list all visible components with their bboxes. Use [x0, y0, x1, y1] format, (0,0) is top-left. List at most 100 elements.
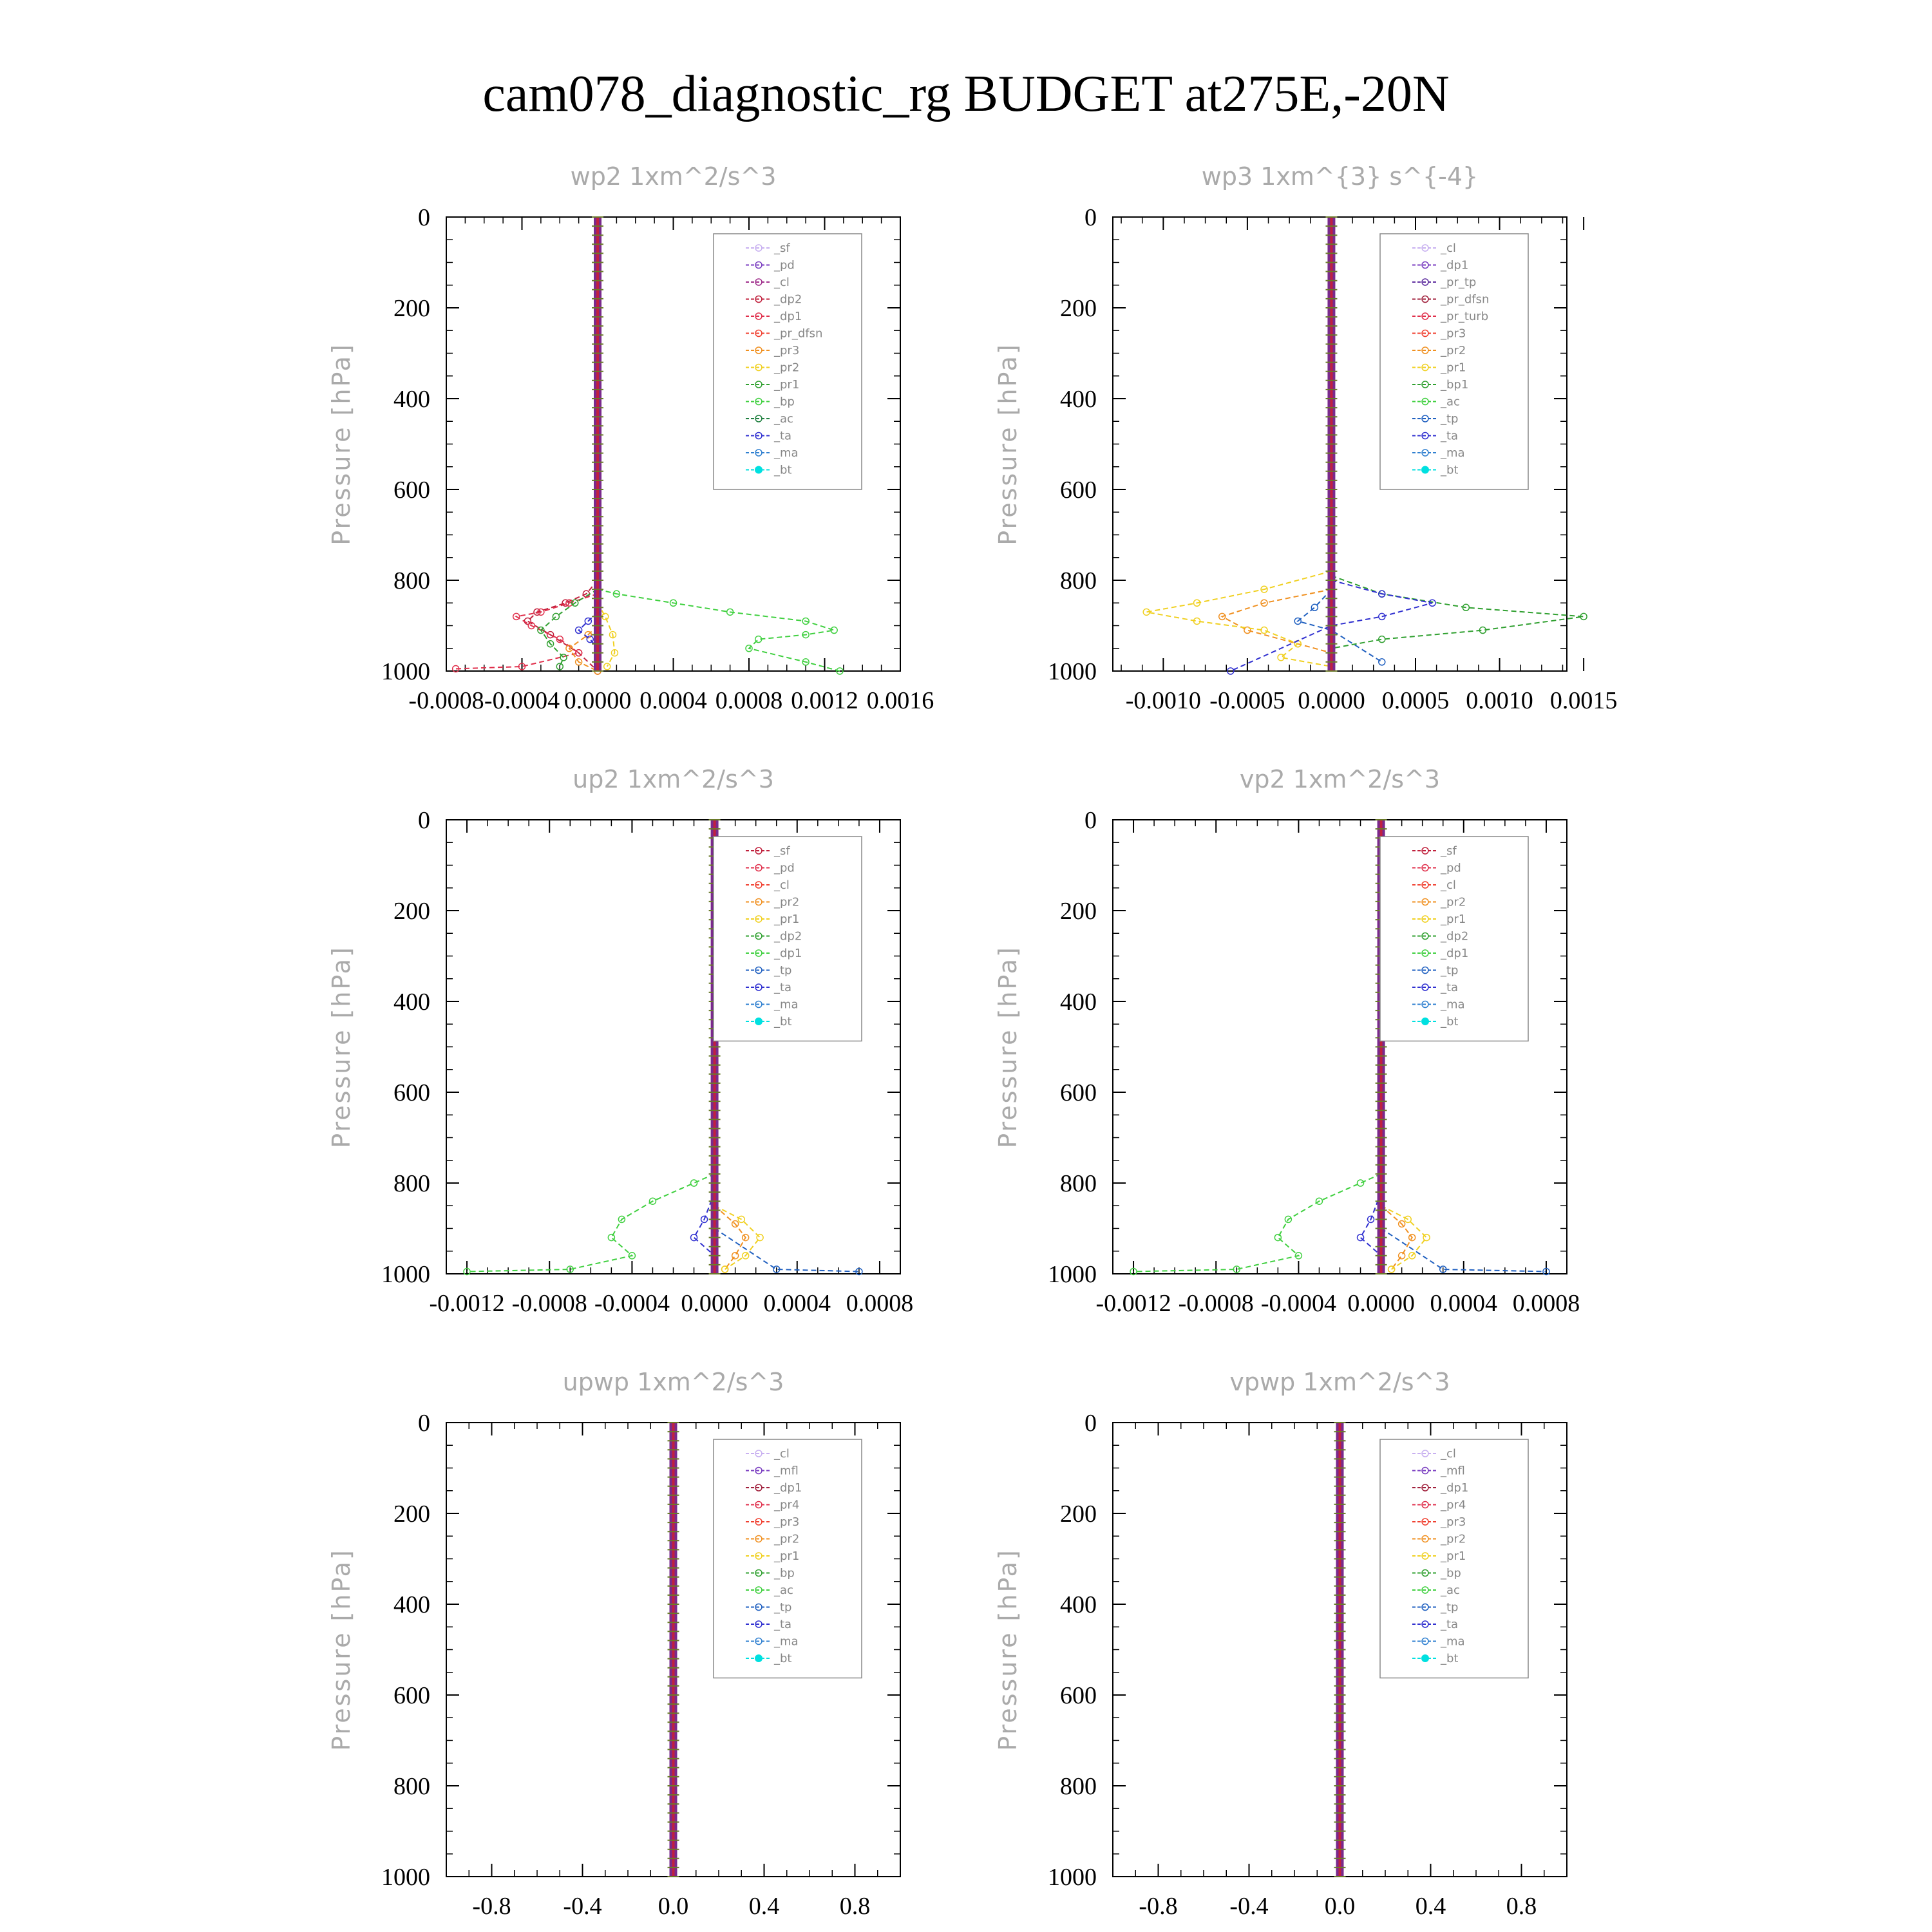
- x-tick-label: 0.0000: [1298, 687, 1365, 714]
- y-axis-label: Pressure [hPa]: [994, 1548, 1022, 1751]
- legend-marker: [755, 1518, 762, 1526]
- legend-marker: [1421, 244, 1429, 252]
- x-tick-label: 0.0: [1325, 1893, 1356, 1920]
- series-marker: [565, 599, 573, 607]
- legend-label: _bt: [773, 464, 791, 477]
- legend-label: _tp: [1440, 964, 1458, 978]
- legend-label: _ma: [773, 1635, 799, 1649]
- x-tick-label: 0.0016: [867, 687, 934, 714]
- series-line-pr3: [568, 625, 598, 672]
- legend-label: _ta: [1440, 430, 1458, 443]
- series-marker: [1479, 626, 1487, 634]
- x-tick-label: -0.0004: [594, 1290, 670, 1317]
- y-tick-label: 400: [393, 989, 430, 1016]
- series-line-pr2: [714, 1205, 746, 1270]
- legend-label: _bt: [1440, 1652, 1458, 1665]
- series-marker: [1439, 1265, 1447, 1273]
- series-marker: [1218, 612, 1226, 621]
- legend-label: _bt: [773, 1652, 791, 1665]
- series-marker: [562, 599, 569, 607]
- legend-label: _pr1: [1440, 1549, 1466, 1563]
- legend-marker: [755, 1552, 762, 1560]
- legend-label: _bp: [773, 1567, 795, 1580]
- legend-box: [1379, 836, 1529, 1042]
- legend-marker: [1421, 1552, 1429, 1560]
- legend: _sf _pd _cl _dp2 _dp1 _pr_dfsn _pr3 _pr2 _pr1 _bp…: [713, 233, 862, 490]
- legend-label: _tp: [1440, 1601, 1458, 1615]
- legend: _cl _mfl _dp1 _pr4 _pr3 _pr2 _pr1 _bp _ac _tp _ta _…: [713, 1439, 862, 1679]
- series-marker: [1378, 635, 1386, 643]
- legend-label: _pr_dfsn: [1440, 293, 1489, 307]
- legend-label: _sf: [1440, 844, 1457, 858]
- legend-marker: [1421, 261, 1429, 269]
- legend-marker: [755, 1466, 762, 1475]
- x-tick-label: 0.0008: [715, 687, 783, 714]
- legend-label: _bt: [1440, 464, 1458, 477]
- legend-marker: [1421, 983, 1429, 991]
- y-tick-label: 400: [393, 386, 430, 413]
- series-marker: [546, 639, 554, 648]
- series-marker: [745, 645, 753, 652]
- y-tick-label: 600: [393, 1079, 430, 1106]
- series-line-dp1: [466, 1173, 715, 1273]
- legend-label: _tp: [773, 1601, 791, 1615]
- legend-label: _ac: [773, 412, 793, 426]
- series-marker: [690, 1179, 698, 1187]
- series-marker: [741, 1233, 750, 1242]
- series-marker: [628, 1252, 636, 1260]
- y-tick-label: 0: [1084, 807, 1097, 834]
- series-line-ta: [578, 611, 598, 649]
- series-marker: [571, 599, 579, 607]
- series-line-bp1: [1331, 575, 1584, 649]
- x-tick-label: 0.0010: [1466, 687, 1533, 714]
- legend-label: _cl: [1440, 242, 1456, 255]
- y-tick-label: 400: [393, 1591, 430, 1618]
- series-marker: [690, 1233, 698, 1242]
- panel-title: vp2 1xm^2/s^3: [1240, 765, 1440, 793]
- x-tick-label: -0.0008: [408, 687, 484, 714]
- legend-label: _bp1: [1440, 378, 1468, 392]
- series-marker: [669, 599, 677, 607]
- legend-marker: [755, 295, 762, 303]
- y-tick-label: 600: [393, 477, 430, 504]
- y-axis-label: Pressure [hPa]: [327, 1548, 355, 1751]
- legend-marker: [1421, 431, 1429, 440]
- x-tick-label: 0.0000: [681, 1290, 748, 1317]
- y-tick-label: 400: [1060, 1591, 1097, 1618]
- legend-label: _cl: [773, 878, 790, 892]
- panel-title: up2 1xm^2/s^3: [573, 765, 774, 793]
- legend-label: _ma: [1440, 446, 1465, 460]
- series-marker: [1428, 599, 1436, 607]
- legend-label: _tp: [1440, 412, 1458, 426]
- series-marker: [1408, 1252, 1416, 1260]
- x-tick-label: 0.4: [1416, 1893, 1446, 1920]
- panel-title: vpwp 1xm^2/s^3: [1229, 1368, 1450, 1396]
- series-marker: [741, 1252, 750, 1260]
- series-marker: [451, 665, 460, 673]
- series-marker: [1387, 1265, 1396, 1273]
- legend-marker: [755, 1637, 762, 1645]
- legend-label: _dp1: [1440, 947, 1468, 960]
- x-tick-label: 0.4: [749, 1893, 780, 1920]
- series-marker: [754, 635, 762, 643]
- panel-title: upwp 1xm^2/s^3: [563, 1368, 784, 1396]
- legend-marker: [1421, 312, 1429, 320]
- series-marker: [537, 608, 545, 616]
- series-marker: [1142, 608, 1150, 616]
- panel-4: vp2 1xm^2/s^3 Pressure [hPa] 0 200 400 600 800…: [994, 765, 1580, 1317]
- legend-marker: [755, 898, 762, 906]
- y-tick-label: 200: [1060, 295, 1097, 322]
- legend-box: [713, 836, 862, 1042]
- series-line-tp: [714, 1227, 859, 1273]
- y-tick-label: 200: [393, 1501, 430, 1528]
- legend-label: _pr2: [1440, 896, 1466, 909]
- y-axis-label: Pressure [hPa]: [327, 343, 355, 545]
- y-tick-label: 1000: [1048, 658, 1097, 685]
- x-tick-label: -0.0005: [1209, 687, 1285, 714]
- legend-label: _sf: [773, 242, 790, 255]
- series-marker: [772, 1265, 781, 1273]
- legend-marker: [1421, 1466, 1429, 1475]
- panel-title: wp2 1xm^2/s^3: [571, 162, 777, 191]
- series-marker: [1315, 1197, 1323, 1205]
- legend-marker: [755, 864, 762, 872]
